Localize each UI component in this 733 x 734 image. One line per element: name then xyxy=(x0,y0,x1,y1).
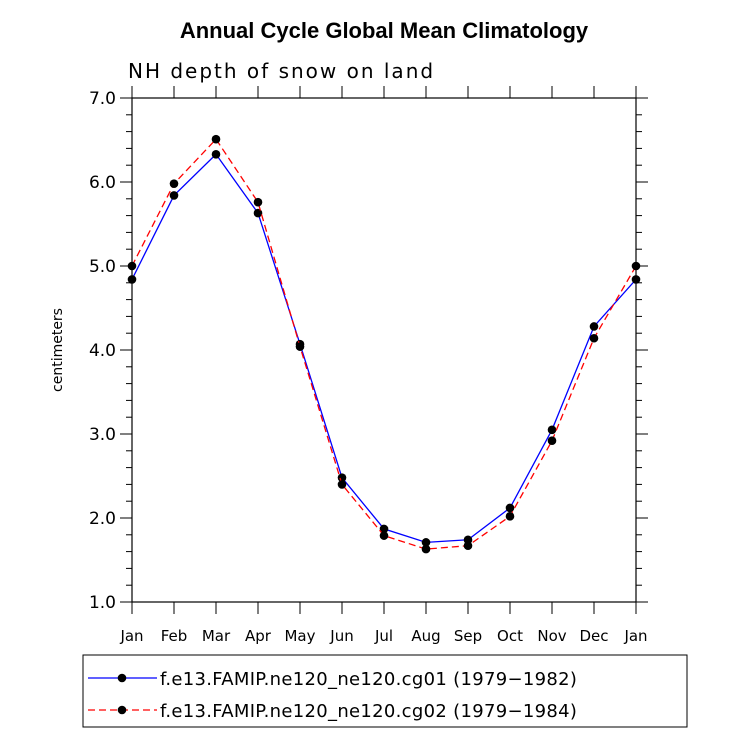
x-tick-label: Oct xyxy=(497,627,523,645)
data-point xyxy=(631,275,641,284)
data-point xyxy=(337,473,347,482)
data-point xyxy=(379,524,389,534)
data-point xyxy=(169,191,179,200)
data-point xyxy=(127,275,137,284)
x-tick-label: May xyxy=(284,627,315,645)
y-tick-label: 7.0 xyxy=(89,89,116,109)
legend-label-2: f.e13.FAMIP.ne120_ne120.cg02 (1979−1984) xyxy=(160,701,577,722)
data-point xyxy=(295,342,305,351)
x-tick-label: Jul xyxy=(374,627,393,645)
data-point xyxy=(169,179,179,188)
legend-label-1: f.e13.FAMIP.ne120_ne120.cg01 (1979−1982) xyxy=(160,669,577,690)
data-point xyxy=(505,512,515,521)
data-point xyxy=(421,544,431,554)
legend-marker xyxy=(117,673,127,683)
x-tick-labels: Jan Feb Mar Apr May Jun Jul Aug Sep Oct Nov Dec Jan xyxy=(119,627,647,645)
x-tick-label: Feb xyxy=(161,627,188,645)
y-tick-label: 2.0 xyxy=(89,509,116,529)
x-tick-label: Jan xyxy=(119,627,143,645)
x-tick-label: Jan xyxy=(623,627,647,645)
x-tick-label: Apr xyxy=(245,627,272,645)
data-point xyxy=(463,535,473,545)
y-tick-label: 3.0 xyxy=(89,425,116,445)
data-point xyxy=(253,208,263,218)
y-tick-label: 4.0 xyxy=(89,341,116,361)
data-point xyxy=(127,261,137,271)
minor-ticks xyxy=(126,114,642,586)
data-point xyxy=(379,531,389,540)
series-line-2 xyxy=(131,138,637,550)
x-tick-label: Aug xyxy=(411,627,440,645)
x-tick-label: Nov xyxy=(537,627,566,645)
major-ticks xyxy=(120,86,648,614)
data-point xyxy=(505,503,515,513)
x-tick-label: Dec xyxy=(579,627,608,645)
data-point xyxy=(547,425,557,435)
legend-marker xyxy=(117,705,127,715)
y-tick-label: 6.0 xyxy=(89,173,116,193)
y-tick-label: 1.0 xyxy=(89,593,116,613)
data-point xyxy=(547,436,557,446)
data-point xyxy=(421,538,431,547)
y-tick-labels: 1.0 2.0 3.0 4.0 5.0 6.0 7.0 xyxy=(89,89,116,613)
y-tick-label: 5.0 xyxy=(89,257,116,277)
x-tick-label: Jun xyxy=(329,627,353,645)
x-tick-label: Sep xyxy=(454,627,482,645)
series-layer xyxy=(127,134,641,554)
legend-box xyxy=(82,654,688,728)
series-line-1 xyxy=(131,153,637,544)
legend: f.e13.FAMIP.ne120_ne120.cg01 (1979−1982)… xyxy=(88,669,577,722)
data-point xyxy=(463,541,473,551)
data-point xyxy=(337,480,347,489)
data-point xyxy=(211,149,221,159)
data-point xyxy=(211,134,221,144)
chart-subtitle: NH depth of snow on land xyxy=(128,59,435,83)
data-point xyxy=(589,333,599,343)
data-point xyxy=(589,322,599,331)
y-axis-label: centimeters xyxy=(50,308,66,392)
data-point xyxy=(253,197,263,207)
data-point xyxy=(631,261,641,271)
x-tick-label: Mar xyxy=(202,627,231,645)
chart-title: Annual Cycle Global Mean Climatology xyxy=(180,18,589,43)
